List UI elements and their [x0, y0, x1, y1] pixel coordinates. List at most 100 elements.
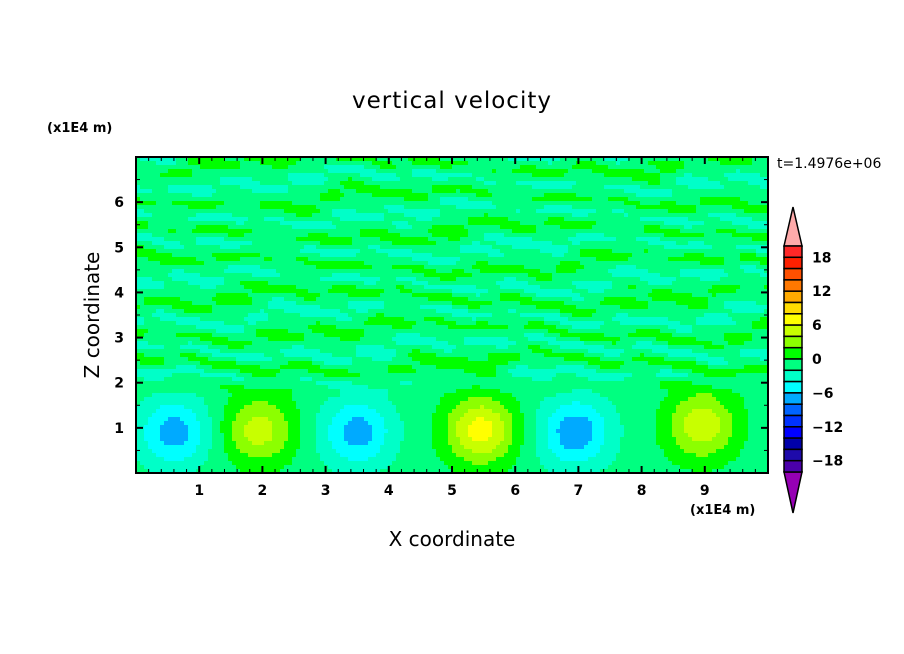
contour-cell [680, 321, 697, 326]
contour-cell [148, 257, 197, 262]
contour-cell [344, 425, 373, 430]
contour-cell [488, 357, 521, 362]
contour-cell [260, 161, 297, 166]
contour-cell [412, 249, 461, 254]
contour-cell [552, 277, 641, 282]
contour-cell [348, 293, 381, 298]
contour-cell [260, 253, 321, 258]
contour-cell [448, 421, 457, 426]
contour-cell [744, 341, 769, 346]
contour-cell [188, 429, 201, 434]
contour-cell [720, 425, 733, 430]
contour-cell [648, 241, 677, 246]
contour-cell [136, 369, 205, 374]
contour-cell [644, 169, 661, 174]
contour-cell [404, 429, 433, 434]
contour-cell [316, 421, 333, 426]
contour-cell [236, 445, 285, 450]
contour-cell [284, 217, 341, 222]
contour-cell [412, 365, 437, 370]
contour-cell [496, 445, 509, 450]
contour-cell [616, 237, 637, 242]
contour-cell [332, 273, 361, 278]
contour-cell [548, 425, 561, 430]
contour-cell [496, 457, 517, 462]
contour-cell [576, 161, 597, 166]
contour-cell [452, 269, 465, 274]
contour-cell [432, 425, 449, 430]
contour-cell [272, 297, 285, 302]
contour-cell [568, 237, 617, 242]
contour-cell [328, 433, 345, 438]
contour-cell [360, 229, 389, 234]
colorbar-box [783, 245, 803, 259]
contour-cell [740, 353, 769, 358]
contour-cell [648, 249, 757, 254]
contour-cell [712, 385, 769, 390]
contour-cell [136, 345, 165, 350]
contour-cell [636, 265, 741, 270]
contour-cell [752, 321, 769, 326]
contour-cell [404, 421, 433, 426]
contour-cell [196, 241, 253, 246]
contour-cell [152, 277, 173, 282]
contour-cell [384, 421, 405, 426]
colorbar-box [783, 358, 803, 372]
contour-cell [208, 413, 225, 418]
contour-cell [340, 337, 361, 342]
contour-cell [444, 461, 473, 466]
contour-cell [404, 433, 433, 438]
contour-cell [136, 305, 141, 310]
time-label: t=1.4976e+06 [777, 156, 882, 172]
contour-cell [648, 161, 685, 166]
contour-cell [152, 213, 197, 218]
contour-cell [244, 325, 309, 330]
contour-cell [668, 345, 705, 350]
contour-cell [388, 365, 413, 370]
contour-cell [252, 401, 269, 406]
contour-cell [664, 357, 697, 362]
contour-cell [244, 233, 309, 238]
contour-cell [368, 421, 385, 426]
contour-cell [372, 425, 385, 430]
contour-cell [748, 225, 769, 230]
contour-cell [524, 325, 557, 330]
colorbar-box [783, 335, 803, 349]
contour-cell [676, 177, 709, 182]
contour-cell [520, 293, 537, 298]
contour-cell [212, 185, 241, 190]
contour-cell [340, 409, 377, 414]
contour-cell [568, 329, 637, 334]
contour-cell [460, 441, 501, 446]
contour-cell [148, 441, 165, 446]
contour-cell [624, 201, 641, 206]
contour-cell [328, 425, 345, 430]
colorbar-box [783, 267, 803, 281]
contour-cell [636, 237, 661, 242]
contour-cell [136, 401, 141, 406]
contour-cell [680, 269, 725, 274]
contour-cell [388, 393, 445, 398]
contour-cell [668, 389, 733, 394]
contour-cell [148, 421, 165, 426]
contour-cell [592, 169, 645, 174]
contour-cell [136, 421, 149, 426]
contour-cell [204, 397, 229, 402]
contour-cell [492, 397, 517, 402]
contour-cell [324, 333, 365, 338]
contour-cell [224, 449, 241, 454]
contour-cell [164, 441, 185, 446]
contour-cell [624, 425, 657, 430]
contour-cell [548, 217, 565, 222]
contour-cell [356, 353, 397, 358]
contour-cell [596, 409, 617, 414]
contour-cell [488, 189, 625, 194]
contour-cell [668, 317, 697, 322]
contour-cell [296, 453, 321, 458]
contour-cell [412, 161, 469, 166]
contour-cell [204, 369, 241, 374]
contour-cell [544, 193, 577, 198]
contour-cell [280, 469, 333, 474]
contour-cell [336, 225, 397, 230]
